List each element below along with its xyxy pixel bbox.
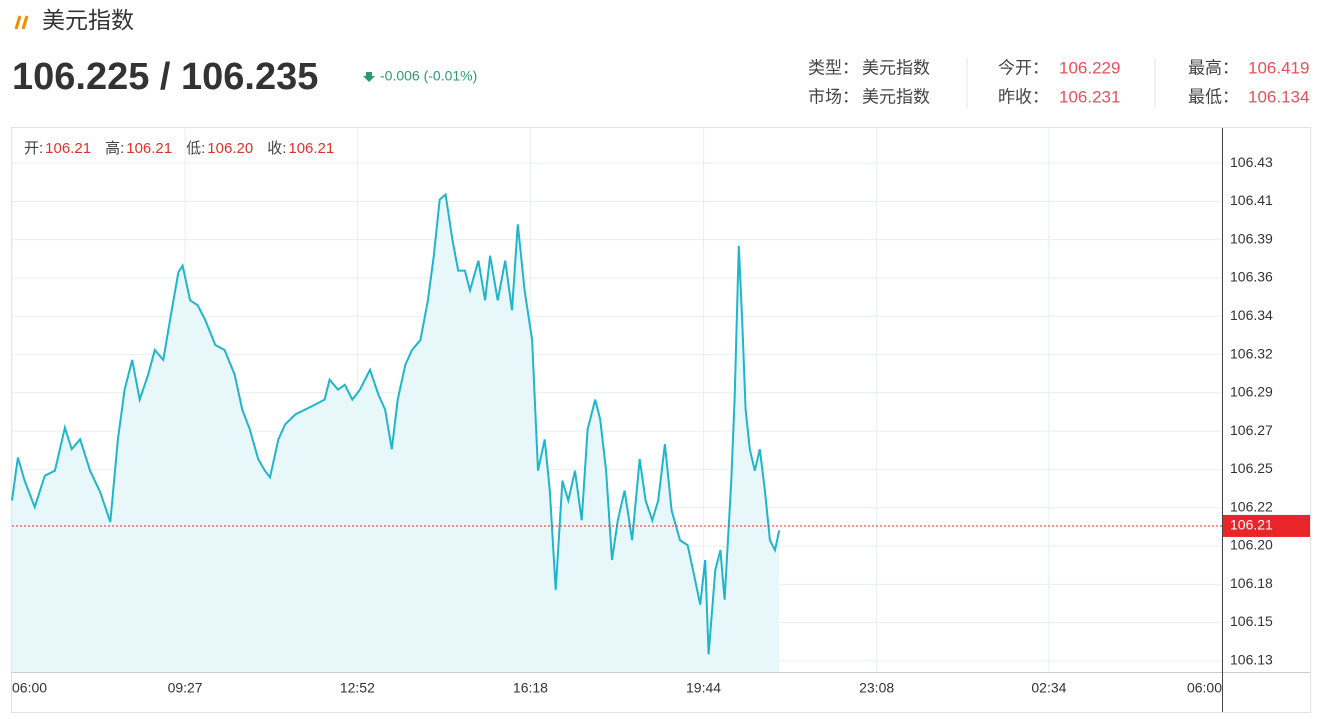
y-tick-label: 106.15 [1230,613,1273,629]
info-label: 市场： [808,87,859,106]
y-tick-label: 106.18 [1230,575,1273,591]
y-tick-label: 106.29 [1230,384,1273,400]
ohlc-value: 106.21 [45,140,91,157]
down-arrow [363,72,375,82]
y-tick-label: 106.34 [1230,307,1273,323]
y-tick-label: 106.22 [1230,498,1273,514]
info-value: 美元指数 [862,87,930,106]
y-tick-label: 106.13 [1230,652,1273,668]
info-value: 106.231 [1059,87,1120,106]
price-line [11,192,781,655]
info-label: 最高： [1188,58,1239,77]
info-label: 昨收： [998,87,1049,106]
y-tick-label: 106.25 [1230,460,1273,476]
logo-icon [14,15,29,30]
info-value: 106.419 [1248,58,1309,77]
info-value: 106.229 [1059,58,1120,77]
ohlc-value: 106.21 [126,140,172,157]
area [12,194,780,672]
y-tick-label: 106.36 [1230,269,1273,285]
ohlc-label: 高: [105,140,124,157]
ohlc-value: 106.20 [207,140,253,157]
price: 106.225 / 106.235 [12,56,318,98]
x-tick-label: 12:52 [340,680,375,696]
plot: 106.13 106.15 106.18 106.20 106.22 106.25 106.… [11,128,1310,712]
x-tick-label: 02:34 [1031,680,1066,696]
y-tick-label: 106.43 [1230,154,1273,170]
ohlc-label: 收: [267,140,286,157]
info-label: 今开： [998,58,1049,77]
title: 美元指数 [42,7,134,33]
y-tick-label: 106.27 [1230,422,1273,438]
x-tick-label: 09:27 [168,680,203,696]
ohlc-label: 开: [24,140,43,157]
info-value: 106.134 [1248,87,1309,106]
x-tick-label: 16:18 [513,680,548,696]
ohlc-value: 106.21 [288,140,334,157]
ohlc-label: 低: [186,140,205,157]
last-price-label: 106.21 [1230,517,1273,533]
x-tick-label: 06:00 [12,680,47,696]
x-tick-label: 19:44 [686,680,721,696]
change: -0.006 (-0.01%) [380,68,477,84]
y-tick-label: 106.32 [1230,345,1273,361]
y-tick-label: 106.41 [1230,192,1273,208]
x-tick-label: 06:00 [1187,680,1222,696]
info-label: 类型： [808,58,859,77]
last-price-box [1223,514,1310,537]
info-label: 最低： [1188,87,1239,106]
y-tick-label: 106.20 [1230,537,1273,553]
info-value: 美元指数 [862,58,930,77]
y-tick-label: 106.39 [1230,230,1273,246]
x-tick-label: 23:08 [859,680,894,696]
